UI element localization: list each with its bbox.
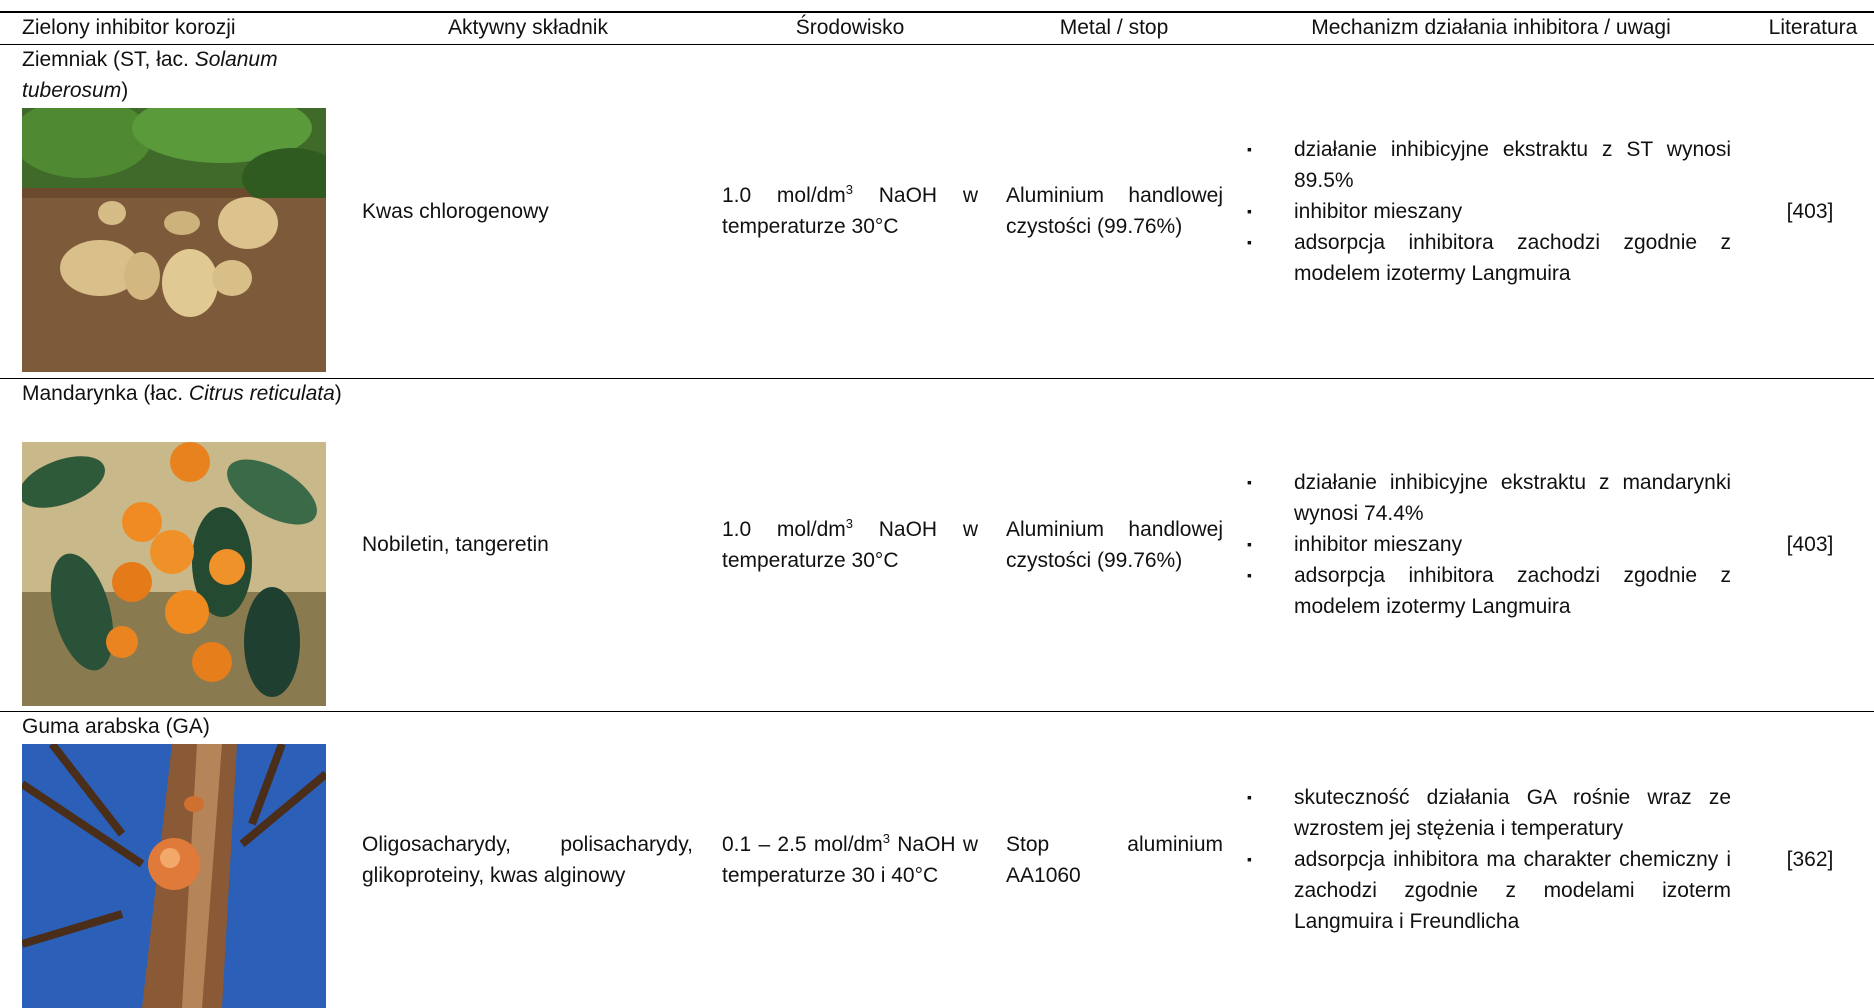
note: inhibitor mieszany — [1247, 196, 1731, 227]
environment-text: 0.1 – 2.5 mol/dm — [722, 832, 883, 856]
note: skuteczność działania GA rośnie wraz ze … — [1247, 782, 1731, 844]
latin-name: Citrus reticulata — [188, 382, 335, 405]
active-ingredient: Oligosacharydy, polisacharydy, glikoprot… — [362, 832, 693, 887]
top-rule — [0, 11, 1874, 13]
environment: 0.1 – 2.5 mol/dm3 NaOH w temperaturze 30… — [722, 829, 978, 891]
name-text: Mandarynka (łac. — [22, 382, 189, 405]
metal: Aluminium handlowej czystości (99.76%) — [1006, 184, 1223, 238]
environment-text: NaOH w temperaturze 30 i 40°C — [722, 832, 978, 887]
name-text: Ziemniak (ST, łac. — [22, 48, 195, 71]
environment-text: NaOH w temperaturze 30°C — [722, 517, 978, 572]
reference: [362] — [1786, 848, 1834, 871]
row-rule — [0, 378, 1874, 379]
name-text: ) — [121, 79, 129, 102]
table-row: Mandarynka (łac. Citrus reticulata) Nobi… — [0, 378, 1874, 711]
active-ingredient: Nobiletin, tangeretin — [362, 533, 549, 556]
environment: 1.0 mol/dm3 NaOH w temperaturze 30°C — [722, 514, 978, 576]
note: adsorpcja inhibitora zachodzi zgodnie z … — [1247, 560, 1731, 622]
superscript: 3 — [845, 182, 854, 197]
mandarin-photo — [22, 442, 326, 706]
inhibitor-name: Ziemniak (ST, łac. Solanum tuberosum) — [22, 44, 342, 106]
latin-name: Solanum tuberosum — [22, 48, 278, 102]
potato-photo — [22, 108, 326, 372]
column-header: Środowisko — [795, 16, 905, 39]
superscript: 3 — [882, 830, 890, 846]
environment-text: 1.0 mol/dm — [722, 517, 846, 541]
environment-text: NaOH w temperaturze 30°C — [722, 184, 978, 238]
environment: 1.0 mol/dm3 NaOH w temperaturze 30°C — [722, 180, 978, 242]
gum-arabic-photo — [22, 744, 326, 1008]
note: działanie inhibicyjne ekstraktu z ST wyn… — [1247, 134, 1731, 196]
column-header: Mechanizm działania inhibitora / uwagi — [1311, 16, 1671, 39]
column-header: Metal / stop — [1059, 16, 1169, 39]
table-row: Guma arabska (GA) Oligosacharydy, polisa… — [0, 711, 1874, 1008]
notes: skuteczność działania GA rośnie wraz ze … — [1247, 782, 1731, 937]
header-rule — [0, 44, 1874, 45]
note: działanie inhibicyjne ekstraktu z mandar… — [1247, 467, 1731, 529]
column-header: Aktywny składnik — [448, 16, 608, 39]
name-text: Guma arabska (GA) — [22, 715, 210, 738]
environment-text: 1.0 mol/dm — [722, 184, 846, 207]
note: adsorpcja inhibitora zachodzi zgodnie z … — [1247, 227, 1731, 289]
active-ingredient: Kwas chlorogenowy — [362, 199, 549, 223]
inhibitor-name: Mandarynka (łac. Citrus reticulata) — [22, 378, 342, 409]
column-header: Literatura — [1768, 16, 1858, 39]
metal: Aluminium handlowej czystości (99.76%) — [1006, 517, 1223, 572]
column-header: Zielony inhibitor korozji — [22, 16, 236, 39]
note: adsorpcja inhibitora ma charakter chemic… — [1247, 844, 1731, 937]
reference: [403] — [1786, 533, 1834, 556]
row-rule — [0, 711, 1874, 712]
reference: [403] — [1786, 199, 1834, 223]
notes: działanie inhibicyjne ekstraktu z ST wyn… — [1247, 134, 1731, 289]
metal: Stop aluminium AA1060 — [1006, 832, 1223, 887]
table-row: Ziemniak (ST, łac. Solanum tuberosum) Kw… — [0, 44, 1874, 378]
superscript: 3 — [845, 515, 854, 531]
inhibitor-name: Guma arabska (GA) — [22, 711, 342, 742]
name-text: ) — [334, 382, 342, 405]
notes: działanie inhibicyjne ekstraktu z mandar… — [1247, 467, 1731, 622]
note: inhibitor mieszany — [1247, 529, 1731, 560]
